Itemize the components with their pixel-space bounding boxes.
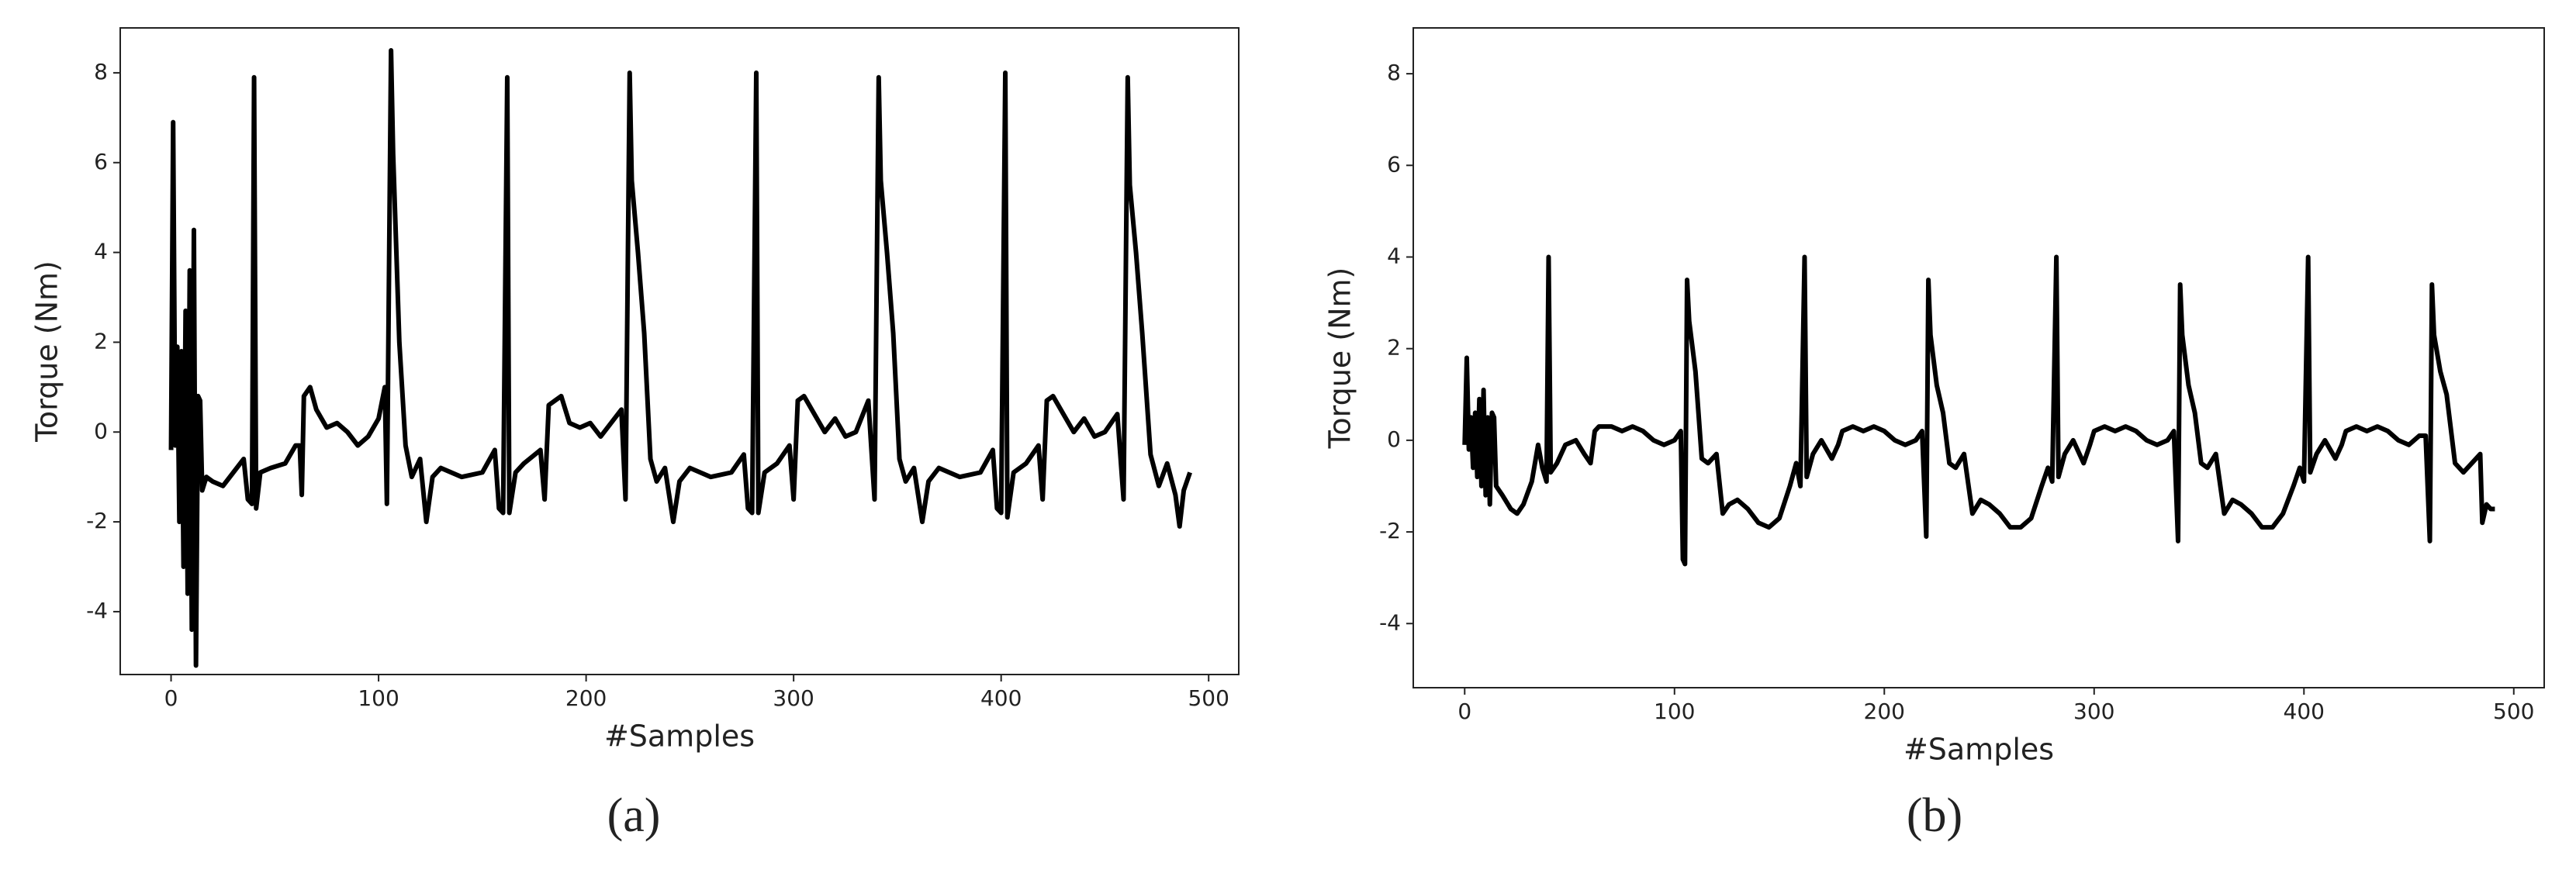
- x-tick-label: 500: [2493, 699, 2534, 724]
- plot-frame: [1412, 27, 2545, 688]
- y-tick-label: 8: [94, 59, 108, 85]
- x-axis-label: #Samples: [1903, 733, 2054, 767]
- y-tick-label: 6: [1387, 151, 1401, 177]
- x-tick-label: 100: [1654, 699, 1695, 724]
- x-tick-label: 200: [1864, 699, 1905, 724]
- x-tick-label: 0: [1457, 699, 1471, 724]
- panel-caption: (b): [1907, 789, 1962, 842]
- data-line: [1462, 254, 2495, 567]
- y-tick-label: 8: [1387, 60, 1401, 85]
- x-tick-label: 400: [2284, 699, 2325, 724]
- y-tick-label: 2: [94, 328, 108, 354]
- y-axis-label: Torque (Nm): [1323, 267, 1357, 450]
- y-tick-label: 4: [1387, 243, 1401, 268]
- x-tick-label: 0: [164, 685, 178, 711]
- y-tick-label: 6: [94, 149, 108, 174]
- x-tick-label: 400: [980, 685, 1022, 711]
- y-tick-label: 2: [1387, 335, 1401, 361]
- y-tick-label: -4: [1379, 609, 1401, 635]
- x-tick-label: 300: [773, 685, 814, 711]
- y-tick-label: 0: [1387, 426, 1401, 452]
- panel-caption: (a): [607, 789, 661, 842]
- data-line: [168, 47, 1192, 668]
- plot-frame: [119, 27, 1240, 675]
- y-tick-label: 4: [94, 239, 108, 264]
- x-axis-label: #Samples: [604, 719, 755, 754]
- x-tick-label: 500: [1188, 685, 1229, 711]
- y-tick-label: 0: [94, 418, 108, 443]
- x-tick-label: 200: [565, 685, 607, 711]
- x-tick-label: 300: [2073, 699, 2114, 724]
- x-tick-label: 100: [358, 685, 399, 711]
- y-tick-label: -2: [86, 508, 108, 533]
- y-tick-label: -2: [1379, 518, 1401, 543]
- y-axis-label: Torque (Nm): [30, 261, 64, 443]
- y-tick-label: -4: [86, 598, 108, 623]
